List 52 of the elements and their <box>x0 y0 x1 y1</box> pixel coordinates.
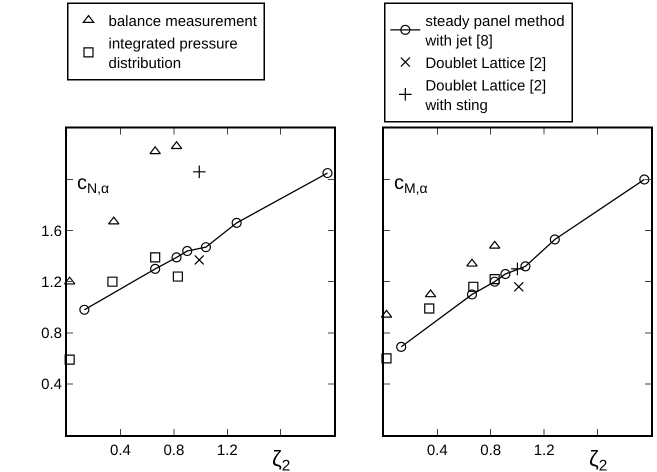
y-axis-title: c$_{N,α}$ <box>77 172 110 196</box>
point <box>510 262 524 276</box>
point <box>107 276 118 287</box>
legend-label: integrated pressure distribution <box>108 35 238 72</box>
x-tick-label: 0.8 <box>480 442 502 459</box>
x-tick-label: 0.4 <box>426 442 448 459</box>
legend-label: Doublet Lattice [2] with sting <box>424 77 546 114</box>
point <box>466 258 478 267</box>
point <box>200 242 212 252</box>
point <box>396 342 406 352</box>
x-axis-title: ζ$_{2}$ <box>589 446 608 472</box>
x-tick-label: 1.2 <box>216 442 238 459</box>
point <box>182 246 192 256</box>
point <box>488 240 500 249</box>
x-tick-label: 0.4 <box>110 442 131 459</box>
x-tick-label: 1.2 <box>534 442 555 459</box>
point <box>550 234 560 245</box>
x-tick-label: 0.8 <box>163 442 184 459</box>
point <box>520 261 531 272</box>
y-tick-label: 1.6 <box>41 222 62 240</box>
point <box>149 146 161 154</box>
point <box>79 304 90 315</box>
point <box>468 282 478 292</box>
point <box>150 264 160 274</box>
point <box>490 276 500 287</box>
point <box>64 276 76 285</box>
x-axis-title: ζ$_{2}$ <box>272 446 290 472</box>
point <box>170 141 182 150</box>
point <box>381 353 392 364</box>
y-axis-title: c$_{M,α}$ <box>394 172 428 196</box>
point <box>424 303 434 314</box>
point <box>150 252 160 262</box>
y-tick-label: 0.4 <box>41 376 62 394</box>
point <box>172 271 183 282</box>
point <box>194 254 204 266</box>
point <box>500 268 510 280</box>
point <box>64 354 75 365</box>
point <box>424 289 436 298</box>
y-tick-label: 0.8 <box>41 325 62 342</box>
point <box>639 174 650 185</box>
legend-label: Doublet Lattice [2] <box>425 54 546 72</box>
point <box>514 282 524 292</box>
y-tick-label: 1.2 <box>41 274 62 291</box>
point <box>171 252 182 262</box>
point <box>192 164 206 179</box>
legend-label: balance measurement <box>108 12 258 30</box>
legend-label: steady panel method with jet [8] <box>424 12 565 50</box>
point <box>232 218 242 228</box>
point <box>322 168 333 178</box>
point <box>490 274 500 284</box>
point <box>380 310 392 318</box>
point <box>466 289 478 300</box>
